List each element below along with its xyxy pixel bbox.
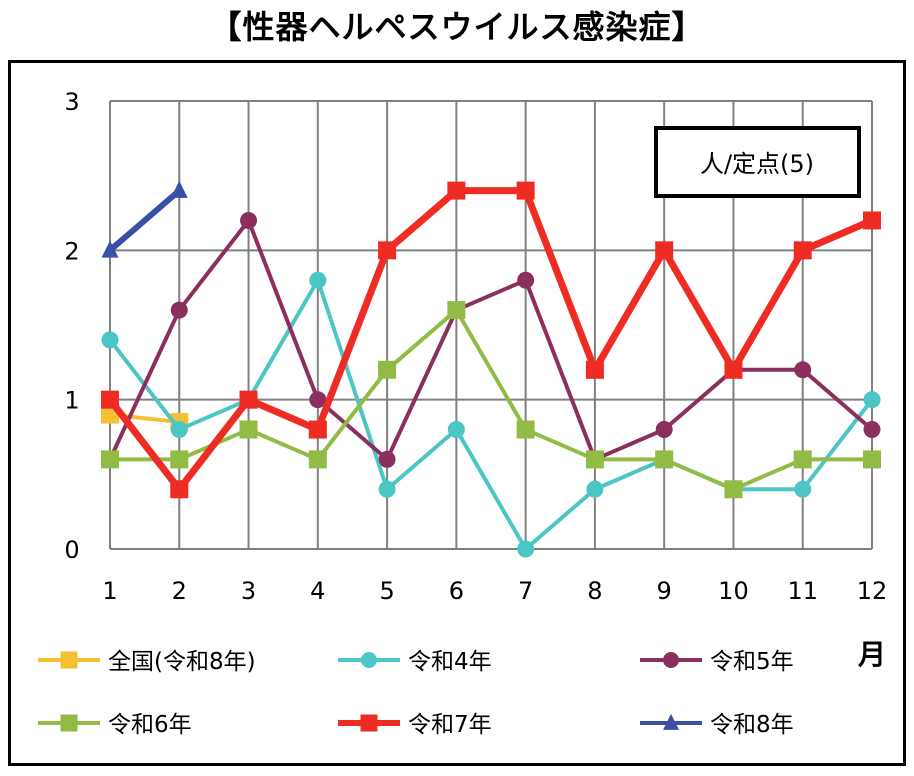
- x-axis-label: 月: [857, 638, 886, 671]
- unit-label-box: 人/定点(5): [654, 126, 861, 198]
- legend-item: 令和6年: [38, 712, 192, 738]
- x-tick-label: 4: [310, 577, 325, 605]
- data-point: [308, 420, 327, 439]
- legend-marker: [60, 651, 78, 669]
- data-point: [378, 241, 397, 260]
- legend-item: 令和5年: [640, 649, 794, 675]
- x-tick-label: 5: [379, 577, 394, 605]
- data-point: [170, 180, 188, 198]
- legend-marker: [361, 652, 377, 668]
- data-point: [239, 420, 258, 439]
- data-point: [863, 211, 881, 230]
- data-point: [863, 391, 881, 409]
- y-tick-label: 1: [64, 387, 79, 415]
- x-tick-label: 3: [241, 577, 256, 605]
- data-point: [516, 181, 535, 200]
- x-tick-label: 1: [102, 577, 117, 605]
- data-point: [447, 181, 466, 200]
- legend-marker: [60, 714, 78, 732]
- chart-frame: [8, 60, 906, 766]
- data-point: [170, 301, 188, 319]
- x-tick-label: 8: [587, 577, 602, 605]
- legend-marker: [663, 713, 679, 730]
- legend-label: 令和4年: [408, 649, 492, 675]
- y-tick-labels: 0 1 2 3: [64, 88, 79, 564]
- data-point: [378, 480, 396, 498]
- series-6: [101, 180, 188, 258]
- data-point: [101, 331, 119, 349]
- legend-label: 令和6年: [108, 712, 192, 738]
- data-point: [655, 241, 674, 260]
- data-point: [516, 420, 535, 439]
- chart-title: 【性器ヘルペスウイルス感染症】: [209, 8, 705, 46]
- data-point: [101, 240, 119, 258]
- data-point: [655, 450, 674, 469]
- data-point: [794, 361, 812, 379]
- x-tick-label: 7: [518, 577, 533, 605]
- unit-label-frame: [654, 126, 861, 198]
- data-point: [517, 271, 535, 289]
- data-point: [586, 480, 604, 498]
- data-point: [101, 450, 119, 469]
- legend-item: 令和7年: [338, 712, 492, 738]
- x-tick-label: 2: [172, 577, 187, 605]
- data-point: [309, 391, 327, 409]
- x-tick-label: 9: [657, 577, 672, 605]
- data-point: [170, 480, 189, 499]
- data-point: [517, 540, 535, 558]
- legend-label: 令和5年: [710, 649, 794, 675]
- data-point: [378, 450, 396, 468]
- data-point: [308, 450, 327, 469]
- series-line: [108, 218, 874, 462]
- data-point: [378, 360, 397, 379]
- legend-item: 全国(令和8年): [38, 649, 256, 675]
- series-line: [110, 308, 872, 492]
- data-point: [863, 450, 881, 469]
- data-point: [793, 241, 812, 260]
- y-tick-label: 2: [64, 237, 79, 265]
- data-point: [447, 421, 465, 439]
- data-point: [101, 390, 119, 409]
- x-tick-label: 12: [857, 577, 888, 605]
- legend-label: 令和8年: [710, 712, 794, 738]
- series-5: [101, 181, 881, 499]
- data-point: [240, 211, 258, 229]
- series-line: [107, 187, 874, 493]
- series-group: [101, 180, 881, 558]
- legend-label: 全国(令和8年): [108, 649, 256, 675]
- x-tick-label: 10: [718, 577, 749, 605]
- series-line: [108, 188, 182, 253]
- legend-item: 令和8年: [640, 712, 794, 738]
- legend-marker: [663, 652, 679, 668]
- data-point: [239, 390, 258, 409]
- data-point: [863, 421, 881, 439]
- data-point: [585, 450, 604, 469]
- series-4: [101, 301, 881, 499]
- y-tick-label: 0: [64, 536, 79, 564]
- data-point: [794, 480, 812, 498]
- data-point: [447, 301, 466, 320]
- legend-label: 令和7年: [408, 712, 492, 738]
- data-point: [170, 450, 189, 469]
- legend-marker: [360, 714, 378, 732]
- series-line: [108, 278, 874, 551]
- data-point: [724, 480, 743, 499]
- data-point: [585, 360, 604, 379]
- unit-label: 人/定点(5): [700, 150, 814, 178]
- x-tick-labels: 1 2 3 4 5 6 7 8 9 10 11 12: [102, 577, 887, 605]
- data-point: [655, 421, 673, 439]
- data-point: [170, 421, 188, 439]
- data-point: [793, 450, 812, 469]
- x-tick-label: 11: [787, 577, 818, 605]
- data-point: [724, 360, 743, 379]
- legend-item: 令和4年: [338, 649, 492, 675]
- data-point: [309, 271, 327, 289]
- x-tick-label: 6: [449, 577, 464, 605]
- y-tick-label: 3: [64, 88, 79, 116]
